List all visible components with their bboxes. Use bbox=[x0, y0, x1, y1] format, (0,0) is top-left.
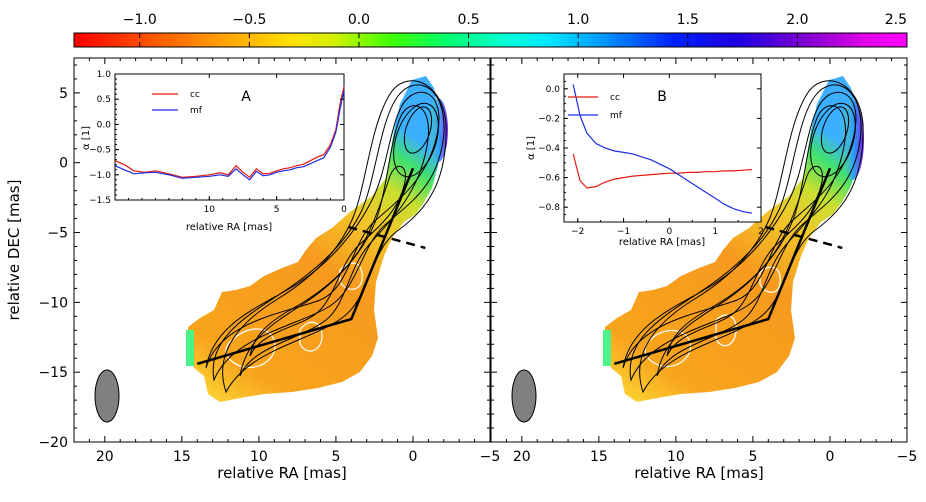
inset-b-title: B bbox=[657, 89, 667, 105]
colorbar-tick-label: 0.0 bbox=[348, 12, 370, 28]
inset-y-tick-label: 0.5 bbox=[97, 95, 111, 105]
inset-b-y-label: α [1] bbox=[526, 136, 537, 160]
left-x-ticks: 20 15 10 5 0 −5 bbox=[73, 58, 501, 465]
right-jet-emission bbox=[605, 76, 862, 402]
left-beam-ellipse bbox=[94, 369, 120, 423]
inset-a-x-ticks: 10 5 0 bbox=[114, 74, 347, 215]
inset-a: A 10 5 0 1.0 0.5 0.0 −0.5 −1.0 −1.5 cc mf relat… bbox=[81, 70, 347, 233]
colorbar-gradient bbox=[73, 32, 908, 48]
right-y-ticks bbox=[491, 64, 907, 443]
x-tick-label: 10 bbox=[250, 449, 268, 465]
inset-x-tick-label: 1 bbox=[712, 227, 718, 237]
inset-y-tick-label: −0.4 bbox=[538, 144, 560, 154]
inset-y-tick-label: 0.0 bbox=[97, 120, 112, 130]
colorbar-tick-label: 0.5 bbox=[457, 12, 479, 28]
x-tick-label: 5 bbox=[748, 449, 757, 465]
colorbar-tick-label: −1.0 bbox=[123, 12, 157, 28]
inset-y-tick-label: −0.5 bbox=[89, 146, 111, 156]
inset-b: B −2 −1 0 1 2 0.0 −0.2 −0.4 −0.6 −0.8 cc mf rela… bbox=[526, 73, 764, 248]
x-tick-label: 0 bbox=[409, 449, 418, 465]
x-tick-label: 15 bbox=[173, 449, 191, 465]
colorbar-tick-label: 1.0 bbox=[567, 12, 589, 28]
y-tick-label: 5 bbox=[59, 86, 68, 102]
x-tick-label: −5 bbox=[480, 449, 501, 465]
inset-b-legend-mf: mf bbox=[610, 111, 623, 121]
inset-x-tick-label: −1 bbox=[617, 227, 630, 237]
x-tick-label: −5 bbox=[897, 449, 918, 465]
inset-a-cc-line bbox=[114, 86, 345, 179]
inset-b-x-label: relative RA [mas] bbox=[619, 237, 705, 248]
y-tick-label: 0 bbox=[59, 156, 68, 172]
inset-y-tick-label: −0.2 bbox=[538, 114, 560, 124]
left-jet-emission bbox=[188, 76, 442, 402]
y-axis-label: relative DEC [mas] bbox=[5, 180, 23, 321]
inset-x-tick-label: 5 bbox=[274, 205, 280, 215]
inset-y-tick-label: −0.6 bbox=[538, 174, 560, 184]
colorbar-tick-label: 2.5 bbox=[885, 12, 907, 28]
x-tick-label: 0 bbox=[826, 449, 835, 465]
inset-a-mf-line bbox=[114, 89, 345, 181]
inset-x-tick-label: 0 bbox=[667, 227, 673, 237]
y-tick-label: −20 bbox=[38, 435, 68, 451]
left-dashed-line bbox=[347, 225, 426, 250]
inset-x-tick-label: 10 bbox=[204, 205, 216, 215]
right-dashed-line bbox=[764, 225, 843, 250]
left-panel: 20 15 10 5 0 −5 5 0 −5 −10 −15 −20 relative RA [ma… bbox=[5, 57, 501, 482]
y-tick-label: −5 bbox=[47, 226, 68, 242]
inset-a-y-ticks: 1.0 0.5 0.0 −0.5 −1.0 −1.5 bbox=[89, 70, 344, 206]
inset-b-legend: cc mf bbox=[568, 93, 623, 121]
colorbar-tick-label: 1.5 bbox=[677, 12, 699, 28]
colorbar-tick-label: 2.0 bbox=[786, 12, 808, 28]
right-ridge-line bbox=[613, 167, 832, 366]
inset-b-cc-line bbox=[572, 153, 752, 189]
inset-y-tick-label: 0.0 bbox=[546, 85, 561, 95]
y-tick-label: −10 bbox=[38, 295, 68, 311]
y-tick-label: −15 bbox=[38, 365, 68, 381]
x-tick-label: 20 bbox=[96, 449, 114, 465]
colorbar-tick-label: −0.5 bbox=[232, 12, 266, 28]
inset-a-legend: cc mf bbox=[152, 90, 203, 116]
inset-x-tick-label: 2 bbox=[758, 227, 764, 237]
x-tick-label: 15 bbox=[590, 449, 608, 465]
inset-a-title: A bbox=[241, 89, 251, 105]
inset-a-x-label: relative RA [mas] bbox=[186, 222, 272, 233]
inset-y-tick-label: −1.5 bbox=[89, 196, 111, 206]
inset-y-tick-label: −0.8 bbox=[538, 203, 560, 213]
right-spectral-map bbox=[511, 76, 864, 423]
inset-x-tick-label: 0 bbox=[341, 205, 347, 215]
inset-y-tick-label: 1.0 bbox=[97, 70, 112, 80]
inset-a-legend-cc: cc bbox=[190, 90, 200, 100]
inset-b-legend-cc: cc bbox=[610, 93, 620, 103]
right-panel: 20 15 10 5 0 −5 relative RA [mas] B −2 −1 0 1 2 0… bbox=[490, 57, 918, 482]
inset-b-x-ticks: −2 −1 0 1 2 bbox=[571, 74, 764, 237]
inset-b-y-ticks: 0.0 −0.2 −0.4 −0.6 −0.8 bbox=[538, 73, 761, 223]
inset-x-tick-label: −2 bbox=[571, 227, 584, 237]
left-ridge-line bbox=[196, 167, 415, 366]
inset-a-y-label: α [1] bbox=[81, 126, 92, 150]
x-tick-label: 20 bbox=[513, 449, 531, 465]
x-tick-label: 10 bbox=[667, 449, 685, 465]
left-y-ticks: 5 0 −5 −10 −15 −20 bbox=[38, 64, 490, 451]
inset-y-tick-label: −1.0 bbox=[89, 171, 111, 181]
colorbar: −1.0 −0.5 0.0 0.5 1.0 1.5 2.0 2.5 bbox=[73, 12, 908, 48]
x-tick-label: 5 bbox=[331, 449, 340, 465]
inset-a-legend-mf: mf bbox=[190, 106, 203, 116]
colorbar-ticks: −1.0 −0.5 0.0 0.5 1.0 1.5 2.0 2.5 bbox=[123, 12, 908, 47]
left-spectral-map bbox=[94, 76, 448, 423]
right-beam-ellipse bbox=[511, 369, 537, 423]
right-x-ticks: 20 15 10 5 0 −5 bbox=[490, 58, 918, 465]
left-x-axis-label: relative RA [mas] bbox=[217, 464, 347, 482]
right-x-axis-label: relative RA [mas] bbox=[634, 464, 764, 482]
inset-b-mf-line bbox=[572, 84, 752, 214]
